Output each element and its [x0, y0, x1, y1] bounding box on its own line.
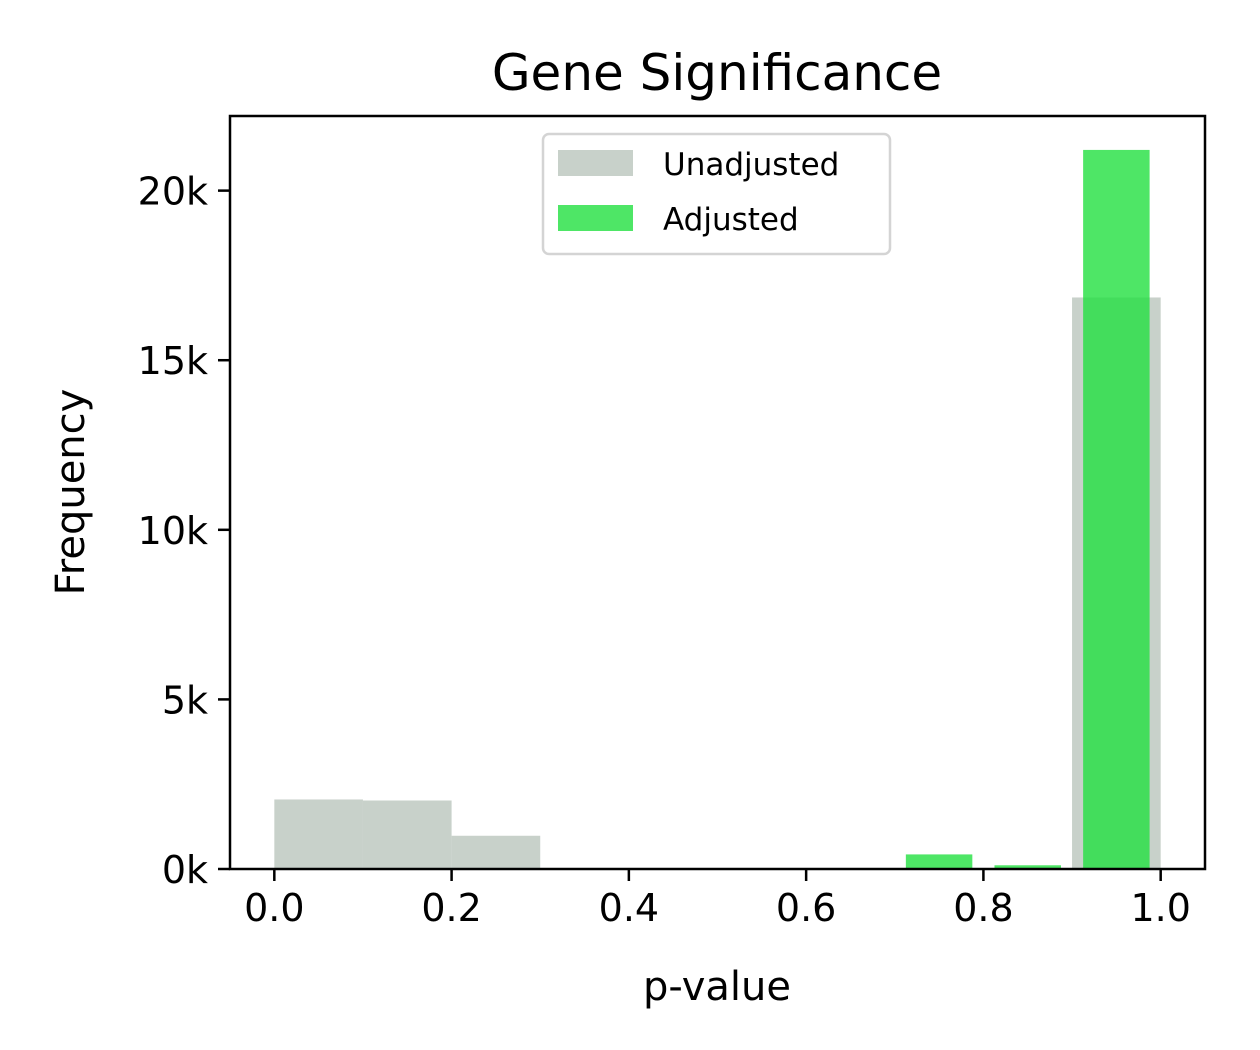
legend-swatch-adjusted	[558, 205, 633, 231]
y-tick-label-2: 10k	[138, 509, 208, 553]
x-tick-label-3: 0.6	[776, 886, 836, 930]
bars-layer	[274, 149, 1161, 870]
legend-label-adjusted: Adjusted	[663, 202, 799, 238]
bar-adjusted-2	[1083, 149, 1150, 869]
chart-title: Gene Significance	[492, 44, 942, 102]
y-axis-label: Frequency	[48, 389, 94, 596]
x-tick-label-0: 0.0	[244, 886, 304, 930]
bar-unadjusted-2	[451, 835, 541, 869]
legend: Unadjusted Adjusted	[541, 132, 892, 256]
x-tick-label-5: 1.0	[1130, 886, 1190, 930]
y-tick-label-4: 20k	[138, 170, 208, 214]
plot-frame	[228, 114, 1207, 871]
bar-adjusted-1	[994, 865, 1061, 869]
y-tick-label-3: 15k	[138, 339, 208, 383]
y-tick-label-1: 5k	[162, 678, 208, 722]
x-axis-ticks: 0.0 0.2 0.4 0.6 0.8 1.0	[244, 869, 1191, 930]
legend-swatch-unadjusted	[558, 150, 633, 176]
x-tick-label-4: 0.8	[953, 886, 1013, 930]
y-tick-label-0: 0k	[162, 848, 208, 892]
x-tick-label-1: 0.2	[421, 886, 481, 930]
legend-label-unadjusted: Unadjusted	[663, 147, 839, 183]
x-tick-label-2: 0.4	[599, 886, 659, 930]
bar-unadjusted-0	[274, 799, 363, 869]
bar-unadjusted-1	[362, 800, 452, 869]
y-axis-ticks: 0k 5k 10k 15k 20k	[138, 170, 230, 892]
x-axis-label: p-value	[643, 964, 791, 1010]
bar-adjusted-0	[905, 854, 973, 869]
